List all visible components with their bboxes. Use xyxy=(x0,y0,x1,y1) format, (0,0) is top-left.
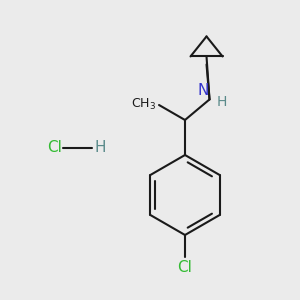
Text: Cl: Cl xyxy=(47,140,62,155)
Text: CH$_3$: CH$_3$ xyxy=(131,96,156,112)
Text: Cl: Cl xyxy=(178,260,192,275)
Text: H: H xyxy=(95,140,106,155)
Text: H: H xyxy=(217,95,227,110)
Text: N: N xyxy=(197,83,208,98)
